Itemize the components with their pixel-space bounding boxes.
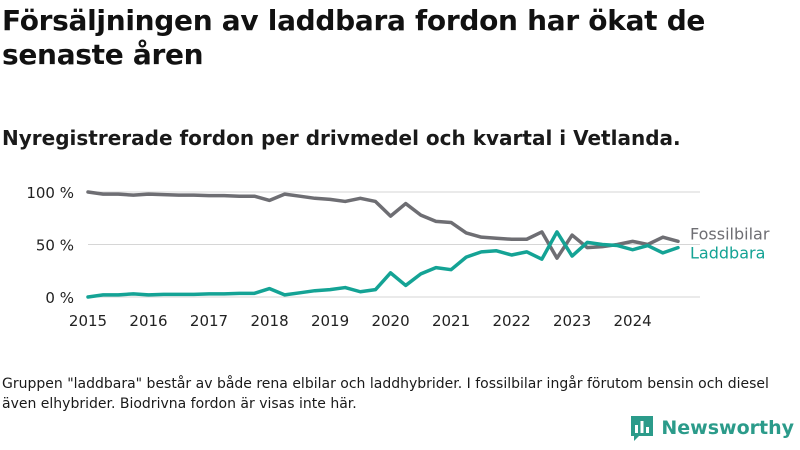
line-chart: 0 % 50 % 100 % 2015 2016 2017 2018 2019 2020 202… (26, 184, 770, 330)
x-tick-label: 2018 (250, 312, 288, 330)
x-tick-label: 2020 (371, 312, 409, 330)
footnote: Gruppen "laddbara" består av både rena e… (2, 376, 769, 412)
chart-subtitle: Nyregistrerade fordon per drivmedel och … (2, 126, 681, 150)
y-tick-label: 50 % (36, 237, 74, 255)
series-label-laddbara: Laddbara (690, 244, 765, 263)
series-line-fossil (86, 190, 680, 260)
series-lines (86, 190, 680, 299)
x-tick-label: 2022 (492, 312, 530, 330)
series-line-laddbara (86, 230, 680, 299)
brand-name: Newsworthy (661, 417, 794, 439)
x-tick-label: 2019 (311, 312, 349, 330)
x-tick-label: 2023 (553, 312, 591, 330)
x-tick-label: 2024 (614, 312, 652, 330)
x-tick-label: 2021 (432, 312, 470, 330)
y-tick-label: 0 % (45, 289, 74, 307)
bar-chart-icon (631, 416, 654, 441)
x-tick-label: 2015 (69, 312, 107, 330)
brand-logo[interactable]: Newsworthy (629, 412, 794, 444)
x-tick-label: 2017 (190, 312, 228, 330)
x-tick-label: 2016 (129, 312, 167, 330)
x-axis-tick-labels: 2015 2016 2017 2018 2019 2020 2021 2022 2023 2024 (69, 312, 652, 330)
y-tick-label: 100 % (26, 184, 74, 202)
y-axis-tick-labels: 0 % 50 % 100 % (26, 184, 74, 307)
chart-title: Försäljningen av laddbara fordon har öka… (2, 4, 706, 71)
series-label-fossil: Fossilbilar (690, 224, 770, 243)
